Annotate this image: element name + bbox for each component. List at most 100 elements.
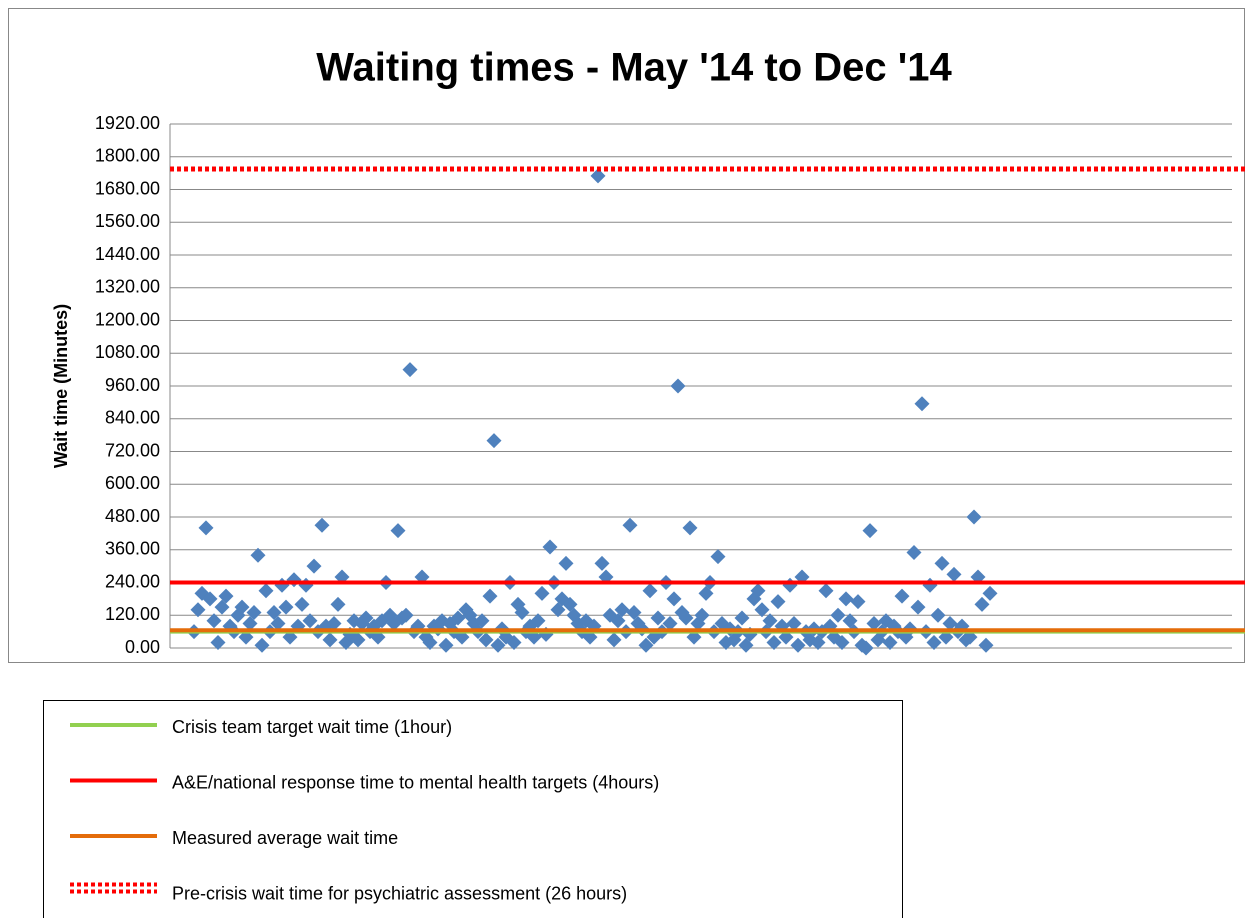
data-point bbox=[982, 585, 998, 601]
data-point bbox=[250, 547, 266, 563]
data-point bbox=[894, 588, 910, 604]
data-point bbox=[818, 583, 834, 599]
data-point bbox=[594, 555, 610, 571]
legend-label: A&E/national response time to mental hea… bbox=[172, 772, 659, 792]
legend-label: Crisis team target wait time (1hour) bbox=[172, 717, 452, 737]
data-point bbox=[642, 583, 658, 599]
data-point bbox=[946, 566, 962, 582]
data-point bbox=[302, 613, 318, 629]
data-point bbox=[862, 523, 878, 539]
data-point bbox=[678, 610, 694, 626]
data-point bbox=[754, 602, 770, 618]
data-point bbox=[734, 610, 750, 626]
chart-title: Waiting times - May '14 to Dec '14 bbox=[316, 46, 952, 90]
data-point bbox=[786, 615, 802, 631]
data-point bbox=[906, 544, 922, 560]
data-point bbox=[590, 168, 606, 184]
y-tick-label: 240.00 bbox=[105, 571, 160, 591]
data-point bbox=[710, 549, 726, 565]
data-point bbox=[486, 433, 502, 449]
data-point bbox=[942, 615, 958, 631]
data-point bbox=[694, 607, 710, 623]
data-point bbox=[202, 591, 218, 607]
data-point bbox=[834, 635, 850, 651]
data-point bbox=[490, 637, 506, 653]
y-tick-label: 1080.00 bbox=[95, 342, 160, 362]
data-point bbox=[858, 640, 874, 656]
y-tick-label: 1920.00 bbox=[95, 113, 160, 133]
data-point bbox=[218, 588, 234, 604]
data-point bbox=[390, 523, 406, 539]
data-point bbox=[670, 378, 686, 394]
data-point bbox=[866, 615, 882, 631]
data-point bbox=[474, 613, 490, 629]
data-point bbox=[190, 602, 206, 618]
data-point bbox=[210, 635, 226, 651]
data-point bbox=[530, 613, 546, 629]
y-axis-label: Wait time (Minutes) bbox=[51, 304, 71, 468]
data-point bbox=[930, 607, 946, 623]
data-point bbox=[790, 637, 806, 653]
y-tick-label: 960.00 bbox=[105, 375, 160, 395]
data-point bbox=[350, 632, 366, 648]
data-point bbox=[326, 615, 342, 631]
data-point bbox=[278, 599, 294, 615]
y-tick-label: 1200.00 bbox=[95, 309, 160, 329]
data-point bbox=[234, 599, 250, 615]
data-point bbox=[322, 632, 338, 648]
data-point bbox=[306, 558, 322, 574]
data-point bbox=[978, 637, 994, 653]
y-tick-label: 600.00 bbox=[105, 473, 160, 493]
y-tick-label: 1320.00 bbox=[95, 277, 160, 297]
data-point bbox=[622, 517, 638, 533]
data-point bbox=[402, 362, 418, 378]
y-tick-label: 1800.00 bbox=[95, 146, 160, 166]
data-point bbox=[830, 607, 846, 623]
data-point bbox=[974, 596, 990, 612]
data-point bbox=[206, 613, 222, 629]
data-point bbox=[910, 599, 926, 615]
legend-box bbox=[43, 700, 903, 918]
data-point bbox=[450, 610, 466, 626]
data-point bbox=[358, 610, 374, 626]
y-tick-label: 120.00 bbox=[105, 604, 160, 624]
y-tick-label: 0.00 bbox=[125, 637, 160, 657]
data-point bbox=[534, 585, 550, 601]
legend-label: Measured average wait time bbox=[172, 828, 398, 848]
data-point bbox=[246, 605, 262, 621]
y-tick-label: 720.00 bbox=[105, 440, 160, 460]
chart-frame bbox=[8, 8, 1245, 663]
data-point bbox=[478, 632, 494, 648]
data-point bbox=[438, 637, 454, 653]
legend-label: Pre-crisis wait time for psychiatric ass… bbox=[172, 883, 627, 903]
y-tick-label: 1680.00 bbox=[95, 178, 160, 198]
data-point bbox=[330, 596, 346, 612]
data-point bbox=[514, 605, 530, 621]
y-tick-label: 1440.00 bbox=[95, 244, 160, 264]
data-point bbox=[606, 632, 622, 648]
y-tick-label: 840.00 bbox=[105, 408, 160, 428]
y-tick-label: 360.00 bbox=[105, 539, 160, 559]
data-point bbox=[850, 594, 866, 610]
data-point bbox=[638, 637, 654, 653]
data-point bbox=[882, 635, 898, 651]
data-point bbox=[542, 539, 558, 555]
data-point bbox=[666, 591, 682, 607]
data-point bbox=[422, 635, 438, 651]
data-point bbox=[770, 594, 786, 610]
data-point bbox=[838, 591, 854, 607]
data-point bbox=[258, 583, 274, 599]
data-point bbox=[614, 602, 630, 618]
data-point bbox=[934, 555, 950, 571]
data-point bbox=[750, 583, 766, 599]
data-point bbox=[766, 635, 782, 651]
y-tick-label: 480.00 bbox=[105, 506, 160, 526]
data-point bbox=[914, 396, 930, 412]
data-point bbox=[198, 520, 214, 536]
data-point bbox=[682, 520, 698, 536]
data-point bbox=[506, 635, 522, 651]
data-point bbox=[254, 637, 270, 653]
data-point bbox=[314, 517, 330, 533]
